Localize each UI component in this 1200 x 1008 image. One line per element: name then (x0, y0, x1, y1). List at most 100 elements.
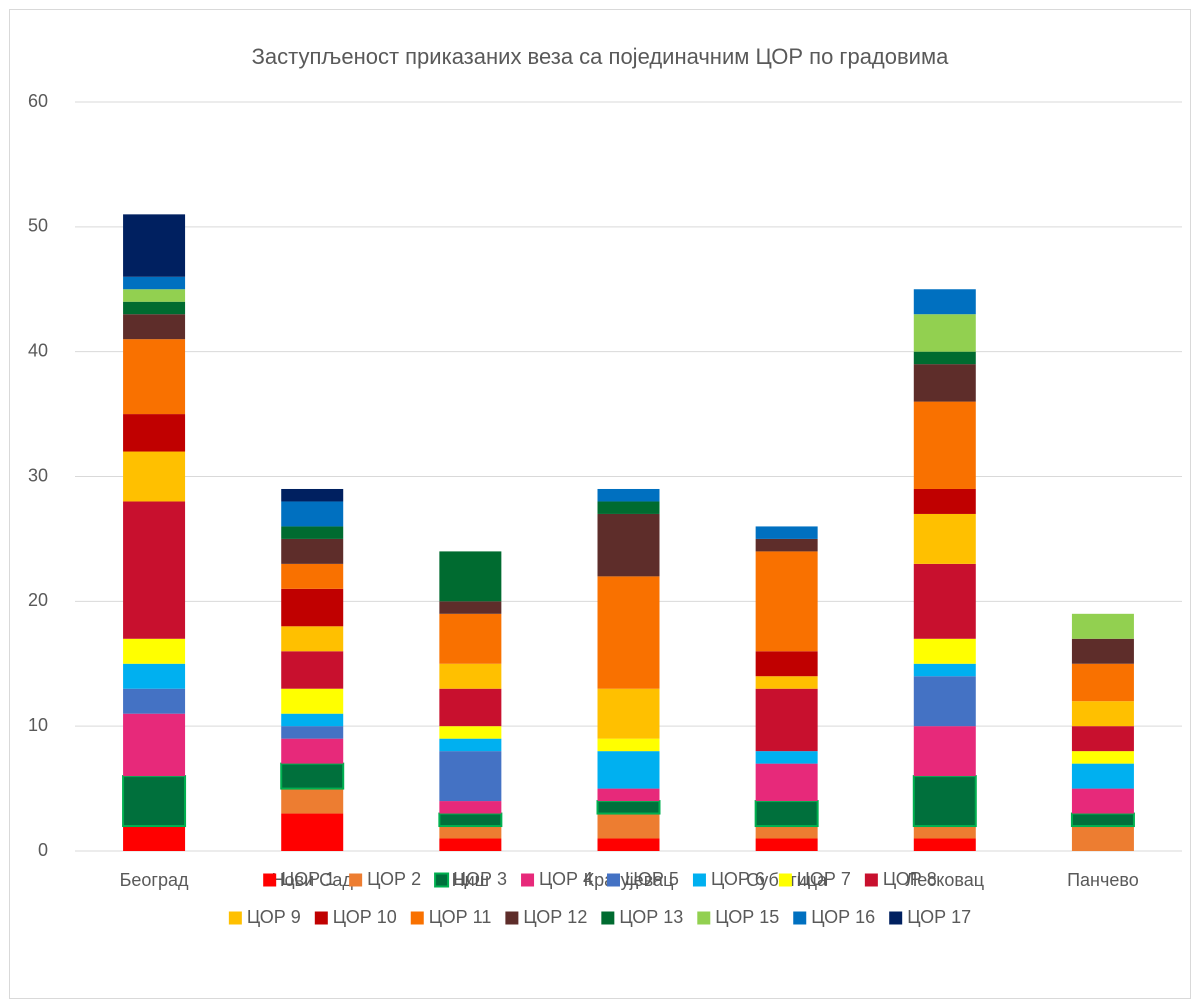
bar-segment (280, 762, 345, 790)
bar-segment (281, 813, 344, 851)
bar-segment (123, 638, 186, 664)
bar-segment (913, 351, 976, 365)
legend-swatch (314, 911, 328, 925)
bar-segment (1071, 663, 1134, 702)
bar-segment (755, 676, 818, 689)
bar-segment (123, 501, 186, 639)
bar-segment (913, 314, 976, 352)
legend-swatch (793, 911, 807, 925)
legend-swatch (692, 873, 706, 887)
legend-label: ЦОР 3 (453, 869, 507, 889)
bar-segment (439, 663, 502, 689)
legend-label: ЦОР 13 (619, 907, 683, 927)
bar-segment (597, 513, 660, 577)
legend-label: ЦОР 6 (711, 869, 765, 889)
bar-segment (123, 414, 186, 452)
bar-segment (281, 788, 344, 814)
bar-segment (439, 688, 502, 727)
legend-label: ЦОР 16 (811, 907, 875, 927)
legend-swatch (263, 873, 277, 887)
legend-label: ЦОР 10 (333, 907, 397, 927)
bar-segment (913, 364, 976, 402)
bar-segment (439, 601, 502, 614)
bar-segment (755, 763, 818, 802)
bar-segment (755, 526, 818, 539)
legend-label: ЦОР 1 (281, 869, 335, 889)
legend-label: ЦОР 4 (539, 869, 593, 889)
bar-segment (755, 651, 818, 677)
y-tick-label: 40 (28, 340, 48, 360)
bar-segment (281, 538, 344, 564)
bar-segment (439, 838, 502, 851)
bar-segment (597, 813, 660, 839)
bar-segment (439, 826, 502, 839)
bar-segment (123, 339, 186, 415)
bar-segment (913, 513, 976, 564)
bar-segment (913, 726, 976, 777)
bar-segment (1071, 701, 1134, 727)
y-tick-label: 50 (28, 216, 48, 236)
bar-segment (913, 676, 976, 727)
bar-segment (123, 663, 186, 689)
x-tick-label: Нови Сад (272, 870, 354, 890)
legend-swatch (697, 911, 711, 925)
bar-segment (1071, 638, 1134, 664)
bar-segment (597, 576, 660, 689)
bar-segment (281, 738, 344, 764)
legend-swatch (349, 873, 363, 887)
bar-segment (281, 651, 344, 689)
bar-segment (1071, 763, 1134, 789)
bar-segment (439, 613, 502, 664)
legend-swatch (778, 873, 792, 887)
legend-label: ЦОР 17 (907, 907, 971, 927)
bar-segment (123, 826, 186, 851)
bar-segment (597, 751, 660, 789)
x-tick-label: Београд (120, 870, 189, 890)
legend-swatch (505, 911, 519, 925)
legend-label: ЦОР 12 (523, 907, 587, 927)
bar-segment (122, 775, 187, 828)
legend-swatch (601, 911, 615, 925)
bar-segment (597, 501, 660, 514)
bar-segment (597, 788, 660, 802)
bar-segment (755, 751, 818, 764)
bar-segment (597, 838, 660, 851)
legend-swatch (228, 911, 242, 925)
legend-label: ЦОР 15 (715, 907, 779, 927)
bar-segment (123, 688, 186, 714)
x-tick-label: Ниш (452, 870, 490, 890)
bar-segment (439, 551, 502, 602)
bar-segment (123, 301, 186, 315)
chart-title: Заступљеност приказаних веза са поједина… (252, 44, 949, 69)
bar-segment (281, 726, 344, 739)
bar-segment (1071, 613, 1134, 639)
bar-segment (913, 826, 976, 839)
bar-segment (1071, 726, 1134, 752)
bar-segment (281, 501, 344, 527)
bar-segment (755, 826, 818, 839)
bar-segment (1070, 812, 1135, 828)
legend-swatch (607, 873, 620, 887)
legend-label: ЦОР 5 (625, 869, 679, 889)
bar-segment (439, 751, 502, 802)
legend-swatch (889, 911, 903, 925)
bar-segment (281, 488, 344, 502)
bar-segment (439, 738, 502, 752)
y-tick-label: 10 (28, 715, 48, 735)
x-tick-label: Панчево (1067, 870, 1139, 890)
bar-segment (913, 289, 976, 315)
bar-segment (913, 488, 976, 514)
bar-segment (281, 688, 344, 714)
bar-segment (439, 801, 502, 814)
bar-segment (281, 563, 344, 589)
bar-segment (281, 713, 344, 727)
x-tick-label: Крагујевац (584, 870, 674, 890)
bar-segment (597, 688, 660, 739)
legend-swatch (864, 873, 878, 887)
bar-segment (281, 626, 344, 652)
bar-segment (913, 663, 976, 677)
bar-segment (438, 812, 503, 828)
y-tick-label: 60 (28, 91, 48, 111)
bar-segment (912, 775, 977, 828)
bar-segment (913, 563, 976, 639)
